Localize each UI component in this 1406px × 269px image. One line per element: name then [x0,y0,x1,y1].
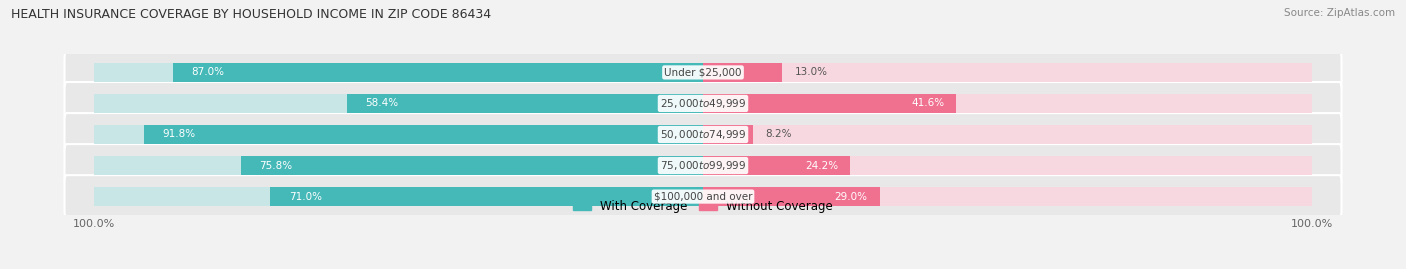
FancyBboxPatch shape [65,144,1341,187]
Bar [242,156,703,175]
Text: 29.0%: 29.0% [835,192,868,201]
Bar [173,63,703,82]
Text: $75,000 to $99,999: $75,000 to $99,999 [659,159,747,172]
FancyBboxPatch shape [65,175,1341,218]
Bar [703,94,956,113]
Bar [94,125,703,144]
Bar [94,187,703,206]
Text: HEALTH INSURANCE COVERAGE BY HOUSEHOLD INCOME IN ZIP CODE 86434: HEALTH INSURANCE COVERAGE BY HOUSEHOLD I… [11,8,491,21]
Bar [347,94,703,113]
Bar [270,187,703,206]
Bar [703,63,782,82]
FancyBboxPatch shape [65,82,1341,125]
Bar [703,156,1312,175]
Text: 41.6%: 41.6% [911,98,945,108]
Bar [703,187,880,206]
Bar [94,156,703,175]
Bar [94,94,703,113]
Text: 24.2%: 24.2% [806,161,838,171]
Text: 75.8%: 75.8% [260,161,292,171]
Text: $25,000 to $49,999: $25,000 to $49,999 [659,97,747,110]
Text: 13.0%: 13.0% [794,68,827,77]
Bar [703,63,1312,82]
Text: 91.8%: 91.8% [162,129,195,140]
Bar [94,63,703,82]
Bar [703,125,754,144]
FancyBboxPatch shape [65,51,1341,94]
Bar [703,94,1312,113]
Text: $100,000 and over: $100,000 and over [654,192,752,201]
Text: 8.2%: 8.2% [765,129,792,140]
Bar [703,125,1312,144]
Bar [703,187,1312,206]
Text: 71.0%: 71.0% [288,192,322,201]
Text: 58.4%: 58.4% [366,98,398,108]
Text: Under $25,000: Under $25,000 [664,68,742,77]
Bar [143,125,703,144]
Text: $50,000 to $74,999: $50,000 to $74,999 [659,128,747,141]
Legend: With Coverage, Without Coverage: With Coverage, Without Coverage [568,195,838,217]
Text: 87.0%: 87.0% [191,68,224,77]
FancyBboxPatch shape [65,113,1341,156]
Text: Source: ZipAtlas.com: Source: ZipAtlas.com [1284,8,1395,18]
Bar [703,156,851,175]
